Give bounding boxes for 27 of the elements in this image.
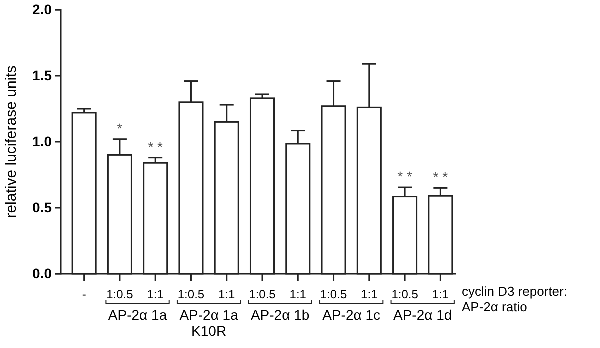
x-tick-label: 1:1 [361, 287, 378, 302]
y-axis-title: relative luciferase units [3, 66, 20, 218]
data-label: * * [433, 169, 449, 186]
x-tick-label: 1:0.5 [320, 287, 348, 302]
x-tick-label: 1:1 [147, 287, 164, 302]
text: AP-2α 1a [108, 307, 168, 323]
data-label: * * [148, 138, 164, 155]
y-tick-label: 1.5 [32, 67, 52, 84]
data-label: * * [398, 168, 413, 185]
y-tick-label: 0.0 [32, 265, 52, 282]
x-tick-label: 1:0.5 [178, 287, 205, 302]
x-tick-label: - [82, 287, 86, 302]
x-tick-label: 1:0.5 [106, 287, 134, 302]
y-tick-label: 0.5 [32, 199, 52, 216]
y-tick-label: 1.0 [32, 133, 52, 150]
x-tick-label: 1:0.5 [392, 287, 419, 302]
x-tick-label: 1:1 [290, 287, 307, 302]
x-tick-label: 1:0.5 [249, 287, 276, 302]
x-axis-title: cyclin D3 reporter: AP-2α ratio [462, 284, 568, 315]
x-tick-label: 1:1 [218, 287, 236, 302]
data-label: * [117, 120, 124, 136]
text: AP-2α 1d [394, 307, 452, 323]
text: AP-2α 1c [322, 307, 381, 323]
x-tick-label: 1:1 [432, 287, 450, 302]
y-tick-label: 2.0 [32, 1, 52, 18]
text: AP-2α 1b [250, 307, 310, 323]
text: AP-2α 1a K10R [180, 307, 239, 340]
